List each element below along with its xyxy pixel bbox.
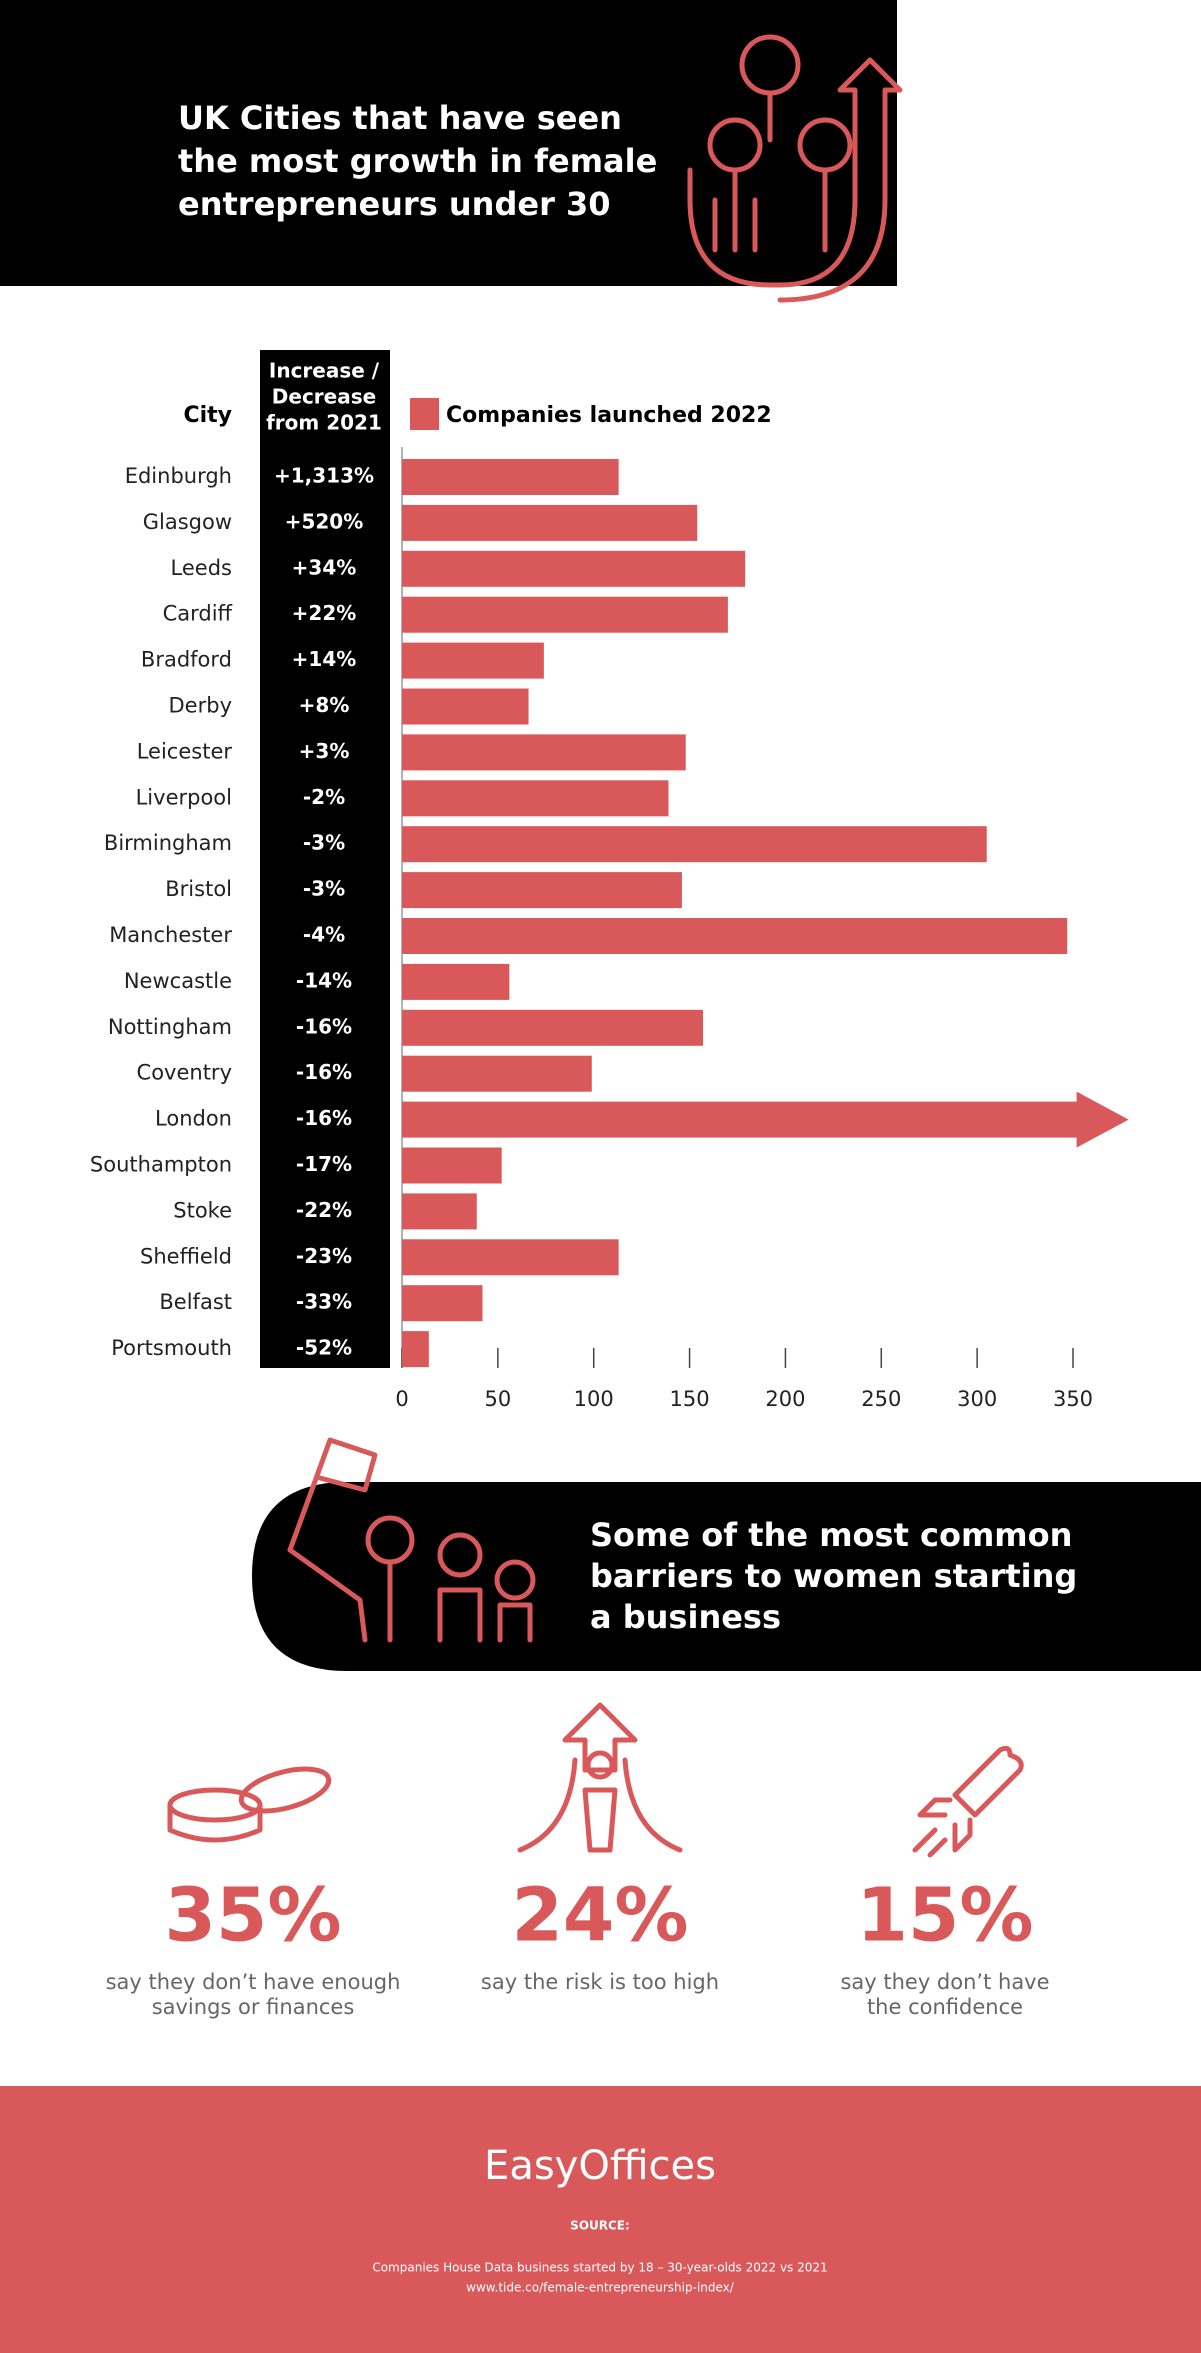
city-label: Belfast	[159, 1290, 232, 1314]
bar	[402, 550, 746, 587]
city-label: Portsmouth	[111, 1336, 232, 1360]
change-label: -22%	[296, 1198, 352, 1222]
bar	[402, 459, 619, 495]
change-label: +22%	[292, 601, 357, 625]
bar	[402, 1009, 703, 1046]
change-label: -52%	[296, 1336, 352, 1360]
stat-caption: the confidence	[867, 1995, 1023, 2019]
city-label: Leeds	[171, 556, 232, 580]
barriers-title: barriers to women starting	[590, 1557, 1077, 1595]
city-label: Leicester	[137, 739, 233, 763]
bar	[402, 1055, 592, 1092]
x-tick-label: 250	[861, 1387, 901, 1411]
city-label: Bristol	[165, 877, 232, 901]
stat-value: 35%	[164, 1873, 341, 1959]
x-tick-label: 50	[484, 1387, 511, 1411]
change-label: -4%	[303, 923, 345, 947]
bar	[402, 1285, 483, 1322]
change-header: Decrease	[272, 385, 376, 409]
change-label: +34%	[292, 555, 357, 579]
change-label: -23%	[296, 1244, 352, 1268]
bar	[402, 1193, 477, 1230]
x-tick-label: 200	[765, 1387, 805, 1411]
city-label: Glasgow	[143, 510, 232, 534]
bar	[402, 596, 728, 633]
city-label: Birmingham	[104, 831, 232, 855]
city-label: Southampton	[90, 1153, 232, 1177]
city-label: Sheffield	[140, 1244, 232, 1268]
city-label: Nottingham	[108, 1015, 232, 1039]
city-label: Newcastle	[124, 969, 232, 993]
city-label: Manchester	[109, 923, 232, 947]
legend-label: Companies launched 2022	[446, 403, 772, 428]
header-icon	[687, 34, 903, 303]
stat-caption: say they don’t have enough	[106, 1970, 401, 1994]
source-text: www.tide.co/female-entrepreneurship-inde…	[466, 2281, 735, 2295]
bar	[402, 1147, 502, 1184]
city-label: Derby	[169, 694, 232, 718]
x-tick-label: 100	[574, 1387, 614, 1411]
change-label: -33%	[296, 1290, 352, 1314]
bar	[402, 872, 682, 909]
city-label: Bradford	[141, 648, 232, 672]
change-label: -14%	[296, 968, 352, 992]
change-label: +520%	[285, 509, 364, 533]
stat-caption: say they don’t have	[840, 1970, 1049, 1994]
bar	[402, 688, 529, 725]
x-tick-label: 350	[1053, 1387, 1093, 1411]
source-text: Companies House Data business started by…	[372, 2261, 827, 2275]
change-label: -2%	[303, 785, 345, 809]
city-label: Stoke	[173, 1198, 232, 1222]
legend-swatch	[410, 398, 439, 430]
stat-caption: say the risk is too high	[481, 1970, 719, 1994]
source-label: SOURCE:	[570, 2219, 630, 2233]
city-label: Cardiff	[163, 602, 233, 626]
change-label: +14%	[292, 647, 357, 671]
change-header: from 2021	[266, 411, 382, 435]
bar	[402, 504, 698, 541]
change-header: Increase /	[269, 359, 380, 383]
footer-bg	[0, 2086, 1201, 2353]
bar	[402, 918, 1068, 954]
bar	[402, 1331, 429, 1368]
change-label: +1,313%	[274, 464, 374, 488]
change-label: -16%	[296, 1106, 352, 1130]
change-label: +3%	[299, 739, 350, 763]
x-tick-label: 300	[957, 1387, 997, 1411]
change-label: -17%	[296, 1152, 352, 1176]
x-tick-label: 0	[395, 1387, 408, 1411]
barriers-title: Some of the most common	[590, 1516, 1072, 1554]
bar	[402, 1239, 619, 1276]
city-label: Coventry	[137, 1061, 232, 1085]
bar	[402, 780, 669, 817]
bar	[402, 1091, 1129, 1148]
stat-value: 24%	[511, 1873, 688, 1959]
barriers-icon	[287, 1437, 536, 1643]
bar	[402, 642, 544, 679]
bar	[402, 734, 686, 771]
stat-caption: savings or finances	[152, 1995, 355, 2019]
bar	[402, 826, 987, 863]
x-tick-label: 150	[670, 1387, 710, 1411]
change-label: -3%	[303, 877, 345, 901]
header-title: entrepreneurs under 30	[178, 185, 611, 223]
change-label: +8%	[299, 693, 350, 717]
header-title: the most growth in female	[178, 142, 657, 180]
stat-value: 15%	[856, 1873, 1033, 1959]
brand: EasyOffices	[484, 2143, 716, 2189]
barriers-title: a business	[590, 1598, 781, 1636]
stat-icons	[167, 1702, 1024, 1858]
change-label: -3%	[303, 831, 345, 855]
change-label: -16%	[296, 1060, 352, 1084]
city-label: Edinburgh	[125, 464, 232, 488]
bar	[402, 963, 510, 1000]
barriers-bg	[252, 1482, 1201, 1671]
change-label: -16%	[296, 1014, 352, 1038]
header-title: UK Cities that have seen	[178, 99, 622, 137]
city-header: City	[183, 403, 232, 428]
city-label: London	[155, 1107, 232, 1131]
change-column	[260, 350, 390, 1368]
city-label: Liverpool	[136, 785, 232, 809]
